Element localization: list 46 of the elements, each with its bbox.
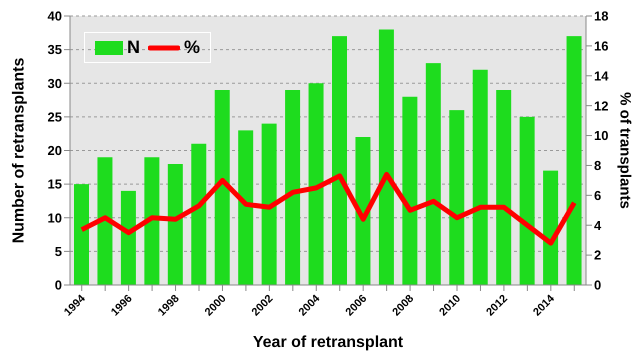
bar <box>191 144 206 285</box>
bar <box>332 36 347 285</box>
y-tick-label: 25 <box>48 109 62 124</box>
y-tick-label: 15 <box>48 176 62 192</box>
y2-tick-label: 4 <box>594 218 602 233</box>
y2-tick-label: 2 <box>594 248 602 263</box>
y2-axis-title: % of transplants <box>616 92 634 209</box>
bar <box>214 90 230 285</box>
y-tick-label: 20 <box>48 143 62 158</box>
bar <box>520 116 535 285</box>
bar <box>355 137 370 285</box>
y2-tick-label: 8 <box>594 158 602 174</box>
legend-label: % <box>184 37 200 58</box>
bar <box>566 36 582 285</box>
bar <box>144 157 160 285</box>
y-tick-label: 0 <box>54 278 62 293</box>
y2-tick-label: 6 <box>594 188 602 203</box>
y-tick-label: 35 <box>48 42 62 58</box>
y-axis-title: Number of retransplants <box>10 57 28 244</box>
bar <box>496 90 512 285</box>
bar <box>285 90 300 285</box>
legend-label: N <box>127 37 140 58</box>
bar <box>308 83 324 285</box>
y-tick-label: 5 <box>54 244 62 259</box>
bar <box>472 70 488 285</box>
x-axis-title: Year of retransplant <box>252 334 404 351</box>
y2-tick-label: 12 <box>594 98 608 114</box>
y-tick-label: 30 <box>48 76 62 91</box>
y-tick-label: 40 <box>48 8 62 24</box>
y2-tick-label: 18 <box>594 8 608 24</box>
y2-tick-label: 0 <box>594 278 602 293</box>
bar <box>402 96 418 285</box>
y2-tick-label: 14 <box>594 68 610 84</box>
bar <box>449 110 464 285</box>
bar <box>426 63 441 285</box>
y2-tick-label: 16 <box>594 38 608 54</box>
bar <box>74 184 89 285</box>
bar <box>120 190 136 285</box>
bar <box>378 29 394 285</box>
bar <box>262 124 277 285</box>
y2-tick-label: 10 <box>594 128 608 144</box>
bar <box>97 157 112 285</box>
y-tick-label: 10 <box>48 210 62 226</box>
bar <box>238 130 254 285</box>
bar <box>168 164 183 285</box>
bar <box>543 170 558 285</box>
